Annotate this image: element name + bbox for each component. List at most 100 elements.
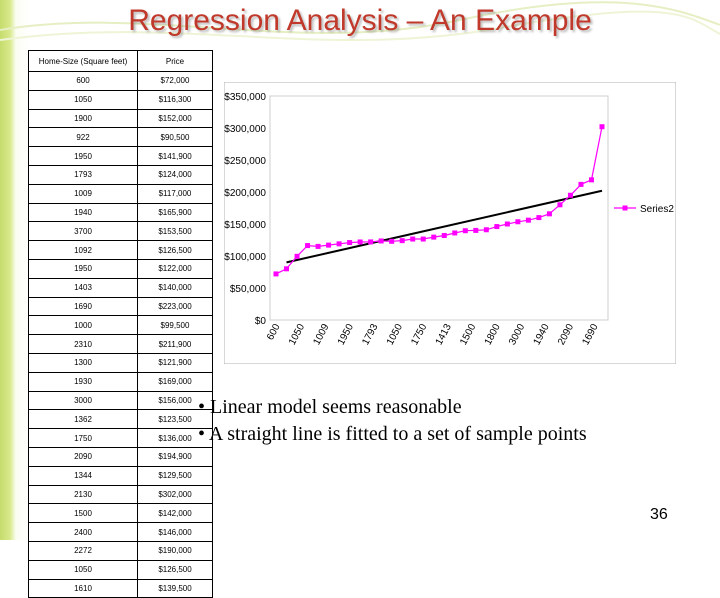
y-axis: $0 $50,000 $100,000 $150,000 $200,000 $250,00… [224,92,266,327]
price-cell: $141,900 [137,146,213,166]
legend: Series2 [614,204,674,215]
price-cell: $90,500 [137,127,213,148]
table-row: 1950 $141,900 [28,146,213,166]
price-cell: $124,000 [137,164,213,185]
home-size-cell: 1050 [28,89,138,110]
home-size-cell: 1930 [28,371,138,392]
home-size-cell: 1610 [28,578,138,598]
column-header-home-size: Home-Size (Square feet) [28,50,138,72]
bullet-straight-line: • A straight line is fitted to a set of … [198,423,587,445]
price-cell: $140,000 [137,277,213,298]
home-price-table: Home-Size (Square feet) Price 600 $72,000… [28,50,213,598]
table-row: 1300 $121,900 [28,352,213,373]
legend-marker [622,205,628,211]
price-cell: $142,000 [137,503,213,524]
table-row: 3700 $153,500 [28,221,213,242]
table-row: 1344 $129,500 [28,465,213,486]
bullet-linear-model: • Linear model seems reasonable [198,396,462,418]
home-size-cell: 1940 [28,202,138,223]
data-point [452,230,458,236]
bullet-list: • Linear model seems reasonable • A stra… [198,396,587,450]
column-header-price: Price [137,50,213,72]
legend-label: Series2 [640,204,674,215]
table-row: 1362 $123,500 [28,409,213,430]
table-row: 1050 $126,500 [28,559,213,580]
home-size-cell: 2310 [28,334,138,354]
table-row: 1750 $136,000 [28,428,213,448]
data-point [599,124,605,130]
home-size-cell: 1750 [28,428,138,448]
y-tick-label: $100,000 [224,252,266,263]
data-point [473,227,479,233]
data-point [420,236,426,242]
home-size-cell: 600 [28,71,138,91]
home-size-cell: 2400 [28,522,138,542]
home-size-cell: 1009 [28,183,138,204]
data-point [588,177,594,183]
home-size-cell: 2130 [28,484,138,505]
price-cell: $129,500 [137,465,213,486]
data-point [525,217,531,223]
data-point [578,181,584,187]
table-row: 3000 $156,000 [28,390,213,411]
price-cell: $169,000 [137,371,213,392]
table-header-row: Home-Size (Square feet) Price [28,50,213,72]
price-cell: $117,000 [137,183,213,204]
y-tick-label: $300,000 [224,124,266,135]
scatter-chart: $0 $50,000 $100,000 $150,000 $200,000 $250,00… [224,82,676,364]
data-point [399,238,405,244]
home-size-cell: 3000 [28,390,138,411]
table-row: 1690 $223,000 [28,296,213,317]
price-cell: $139,500 [137,578,213,598]
data-point [357,239,363,245]
trendline-group [286,189,603,264]
home-size-cell: 1690 [28,296,138,317]
y-tick-label: $350,000 [224,92,266,103]
data-point [326,242,332,248]
table-row: 1009 $117,000 [28,183,213,204]
price-cell: $122,000 [137,258,213,279]
series-group [273,124,605,277]
home-size-cell: 1362 [28,409,138,430]
home-size-cell: 1000 [28,315,138,336]
table-row: 2090 $194,900 [28,446,213,467]
price-cell: $146,000 [137,522,213,542]
table-row: 1500 $142,000 [28,503,213,524]
data-point [273,271,279,277]
price-cell: $194,900 [137,446,213,467]
data-point [315,243,321,249]
table-row: 1793 $124,000 [28,164,213,185]
home-size-cell: 2090 [28,446,138,467]
data-point [504,221,510,227]
table-row: 1050 $116,300 [28,89,213,110]
price-cell: $99,500 [137,315,213,336]
home-size-cell: 1950 [28,146,138,166]
price-cell: $126,500 [137,240,213,260]
home-size-cell: 1344 [28,465,138,486]
data-point [546,211,552,217]
home-size-cell: 922 [28,127,138,148]
data-point [483,227,489,233]
data-point [536,215,542,221]
home-size-cell: 1793 [28,164,138,185]
table-row: 2130 $302,000 [28,484,213,505]
trendline [286,189,603,264]
data-point [462,228,468,234]
price-cell: $116,300 [137,89,213,110]
data-point [557,202,563,208]
y-tick-label: $150,000 [224,220,266,231]
data-point [284,266,290,272]
y-tick-label: $0 [255,316,267,327]
price-cell: $152,000 [137,108,213,129]
data-point [431,234,437,240]
home-size-cell: 1403 [28,277,138,298]
price-cell: $302,000 [137,484,213,505]
y-tick-label: $250,000 [224,156,266,167]
data-point [515,219,521,225]
price-cell: $165,900 [137,202,213,223]
data-point [378,238,384,244]
table-row: 1092 $126,500 [28,240,213,260]
home-size-cell: 1950 [28,258,138,279]
table-body: 600 $72,000 1050 $116,300 1900 $152,000 922 $90… [28,71,213,598]
data-point [336,241,342,247]
